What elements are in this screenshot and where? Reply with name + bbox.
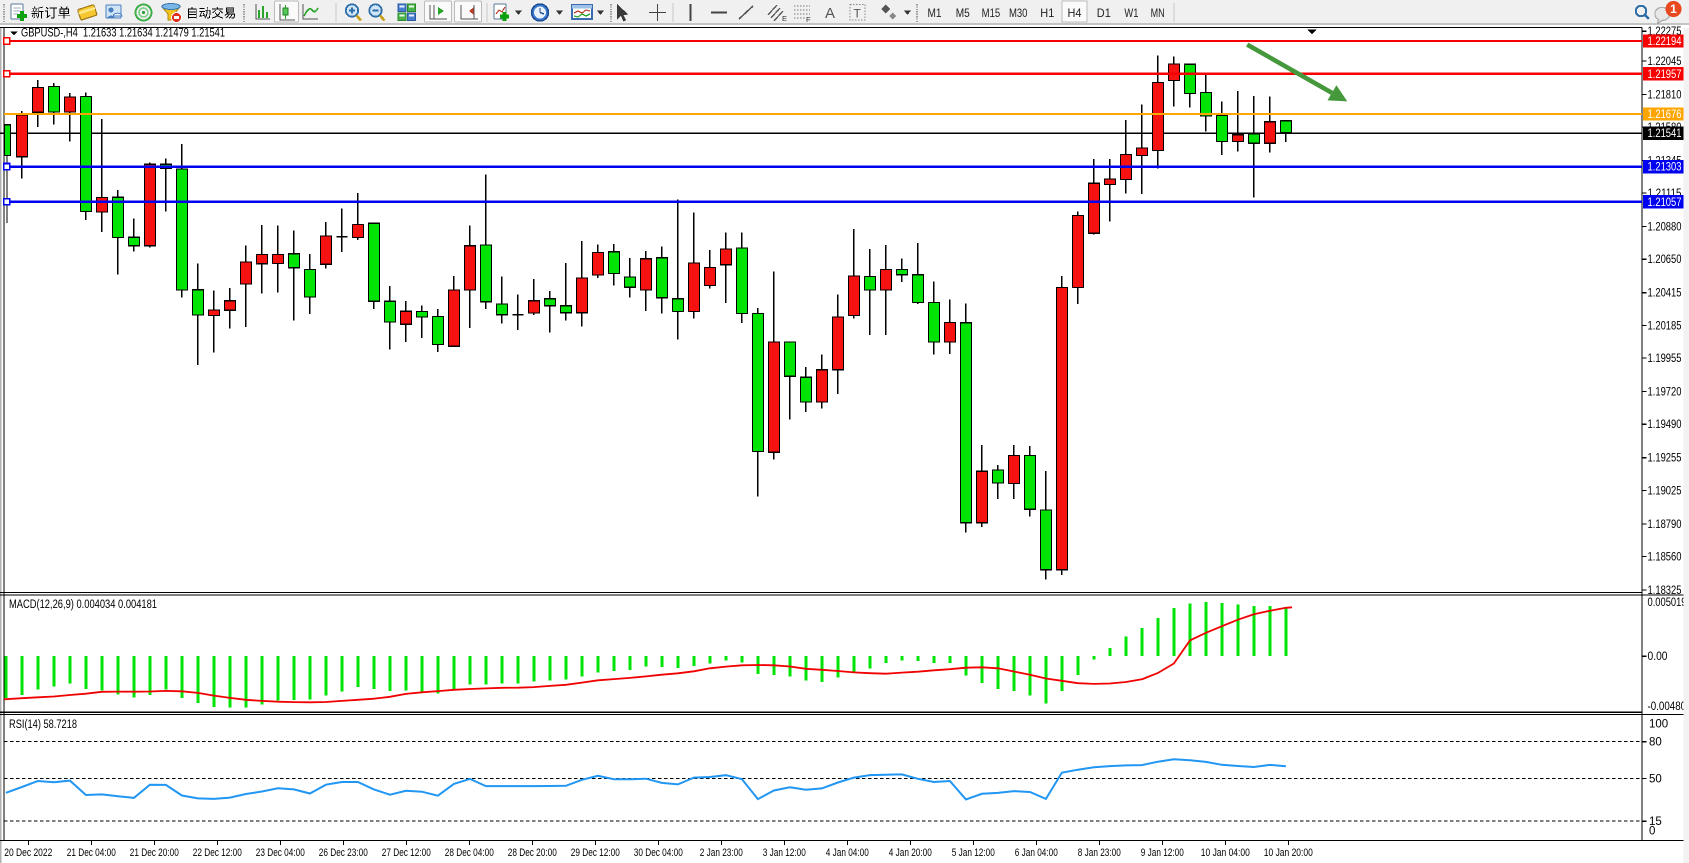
- svg-text:MN: MN: [1151, 6, 1165, 20]
- svg-text:26 Dec 23:00: 26 Dec 23:00: [319, 847, 368, 859]
- svg-text:2 Jan 23:00: 2 Jan 23:00: [700, 847, 743, 859]
- svg-text:1.19255: 1.19255: [1648, 453, 1682, 465]
- svg-text:1.20650: 1.20650: [1648, 254, 1682, 266]
- svg-text:21 Dec 04:00: 21 Dec 04:00: [67, 847, 116, 859]
- svg-text:23 Dec 04:00: 23 Dec 04:00: [256, 847, 305, 859]
- svg-text:1.19025: 1.19025: [1648, 485, 1682, 497]
- svg-text:D1: D1: [1097, 6, 1111, 20]
- svg-text:0.005019: 0.005019: [1648, 597, 1687, 609]
- svg-text:9 Jan 12:00: 9 Jan 12:00: [1141, 847, 1184, 859]
- svg-text:GBPUSD-,H4 1.21633 1.21634 1.: GBPUSD-,H4 1.21633 1.21634 1.21479 1.215…: [21, 28, 225, 40]
- svg-text:H4: H4: [1068, 6, 1082, 20]
- svg-text:1.19955: 1.19955: [1648, 353, 1682, 365]
- svg-text:1.21957: 1.21957: [1648, 69, 1682, 81]
- svg-text:100: 100: [1649, 719, 1668, 731]
- svg-text:M5: M5: [956, 6, 970, 20]
- svg-text:1.19720: 1.19720: [1648, 387, 1682, 399]
- svg-text:1.20880: 1.20880: [1648, 222, 1682, 234]
- svg-text:4 Jan 04:00: 4 Jan 04:00: [826, 847, 869, 859]
- svg-text:H1: H1: [1040, 6, 1054, 20]
- svg-text:1.22045: 1.22045: [1648, 56, 1682, 68]
- svg-text:1.21676: 1.21676: [1648, 109, 1682, 121]
- svg-text:T: T: [854, 7, 862, 21]
- svg-text:1.20185: 1.20185: [1648, 320, 1682, 332]
- svg-text:50: 50: [1649, 773, 1662, 785]
- svg-text:M15: M15: [982, 6, 1001, 20]
- svg-text:1.22194: 1.22194: [1648, 36, 1682, 48]
- svg-text:3 Jan 12:00: 3 Jan 12:00: [763, 847, 806, 859]
- svg-text:1.18560: 1.18560: [1648, 552, 1682, 564]
- svg-text:1.18790: 1.18790: [1648, 519, 1682, 531]
- svg-text:15: 15: [1649, 816, 1662, 828]
- svg-text:21 Dec 20:00: 21 Dec 20:00: [130, 847, 179, 859]
- svg-text:W1: W1: [1124, 6, 1138, 20]
- svg-text:1.21057: 1.21057: [1648, 197, 1682, 209]
- svg-text:1: 1: [1670, 2, 1677, 16]
- svg-text:1.18325: 1.18325: [1648, 585, 1682, 597]
- svg-text:10 Jan 20:00: 10 Jan 20:00: [1264, 847, 1313, 859]
- svg-text:0.00: 0.00: [1648, 651, 1668, 663]
- svg-text:MACD(12,26,9) 0.004034 0.00418: MACD(12,26,9) 0.004034 0.004181: [9, 599, 157, 611]
- svg-text:20 Dec 2022: 20 Dec 2022: [4, 847, 52, 859]
- svg-text:1.19490: 1.19490: [1648, 419, 1682, 431]
- svg-text:-0.004805: -0.004805: [1648, 701, 1689, 713]
- svg-text:28 Dec 20:00: 28 Dec 20:00: [508, 847, 557, 859]
- svg-text:5 Jan 12:00: 5 Jan 12:00: [952, 847, 995, 859]
- svg-text:29 Dec 12:00: 29 Dec 12:00: [571, 847, 620, 859]
- svg-text:M30: M30: [1009, 6, 1028, 20]
- svg-text:RSI(14) 58.7218: RSI(14) 58.7218: [9, 719, 77, 731]
- svg-text:8 Jan 23:00: 8 Jan 23:00: [1078, 847, 1121, 859]
- svg-text:1.21810: 1.21810: [1648, 89, 1682, 101]
- svg-text:4 Jan 20:00: 4 Jan 20:00: [889, 847, 932, 859]
- svg-text:M1: M1: [928, 6, 942, 20]
- svg-text:28 Dec 04:00: 28 Dec 04:00: [445, 847, 494, 859]
- svg-text:E: E: [782, 14, 787, 23]
- svg-text:0: 0: [1649, 825, 1655, 837]
- svg-text:22 Dec 12:00: 22 Dec 12:00: [193, 847, 242, 859]
- svg-text:1.21541: 1.21541: [1648, 128, 1682, 140]
- svg-text:80: 80: [1649, 737, 1662, 749]
- svg-text:27 Dec 12:00: 27 Dec 12:00: [382, 847, 431, 859]
- svg-text:30 Dec 04:00: 30 Dec 04:00: [634, 847, 683, 859]
- svg-text:6 Jan 04:00: 6 Jan 04:00: [1015, 847, 1058, 859]
- svg-text:1.21303: 1.21303: [1648, 162, 1682, 174]
- svg-text:A: A: [825, 5, 835, 22]
- svg-text:1.20415: 1.20415: [1648, 288, 1682, 300]
- svg-text:10 Jan 04:00: 10 Jan 04:00: [1201, 847, 1250, 859]
- svg-text:F: F: [806, 15, 811, 24]
